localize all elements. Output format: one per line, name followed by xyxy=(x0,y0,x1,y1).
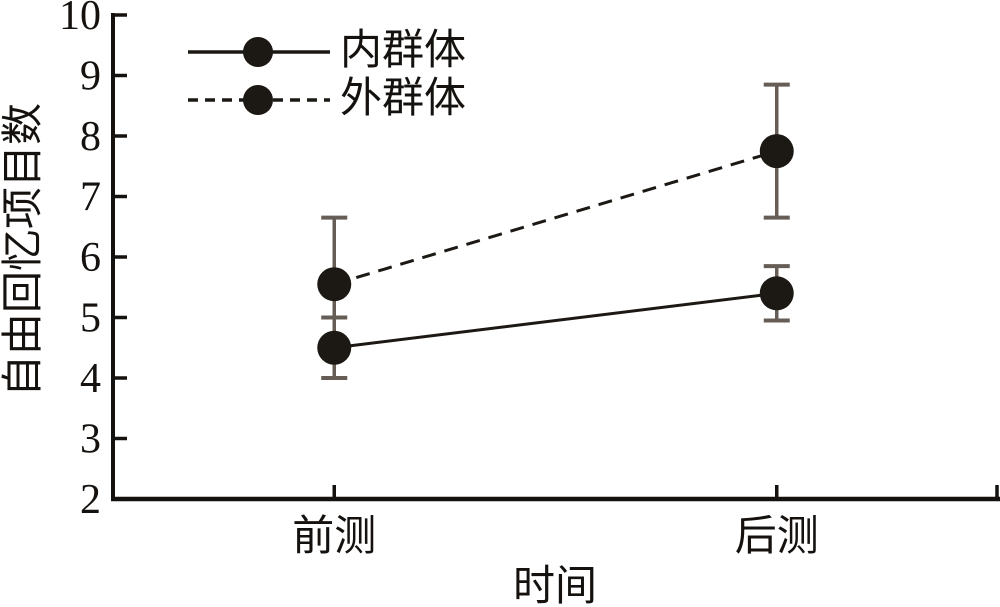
data-point-marker-0-1 xyxy=(759,276,794,311)
y-tick-label: 7 xyxy=(80,175,101,221)
series-line-1 xyxy=(333,149,778,286)
y-tick-label: 10 xyxy=(59,0,101,39)
data-point-marker-1-1 xyxy=(759,134,794,169)
y-tick-label: 6 xyxy=(80,235,101,281)
series-line-0 xyxy=(334,291,777,350)
data-point-marker-1-0 xyxy=(317,267,352,302)
y-tick-label: 9 xyxy=(80,54,101,100)
legend-marker-icon-1 xyxy=(243,85,273,115)
y-axis-title: 自由回忆项目数 xyxy=(1,103,47,397)
legend-marker-icon-0 xyxy=(243,37,273,67)
x-tick-label: 前测 xyxy=(292,514,376,560)
legend-item-label-1: 外群体 xyxy=(340,76,466,122)
y-tick-label: 4 xyxy=(80,356,101,402)
y-tick-label: 5 xyxy=(80,296,101,342)
data-point-marker-0-0 xyxy=(317,330,352,365)
x-tick-label: 后测 xyxy=(735,514,819,560)
legend-item-label-0: 内群体 xyxy=(340,28,466,74)
x-axis-title: 时间 xyxy=(513,564,597,607)
y-tick-label: 3 xyxy=(80,417,101,463)
y-tick-label: 2 xyxy=(80,477,101,523)
y-tick-label: 8 xyxy=(80,114,101,160)
